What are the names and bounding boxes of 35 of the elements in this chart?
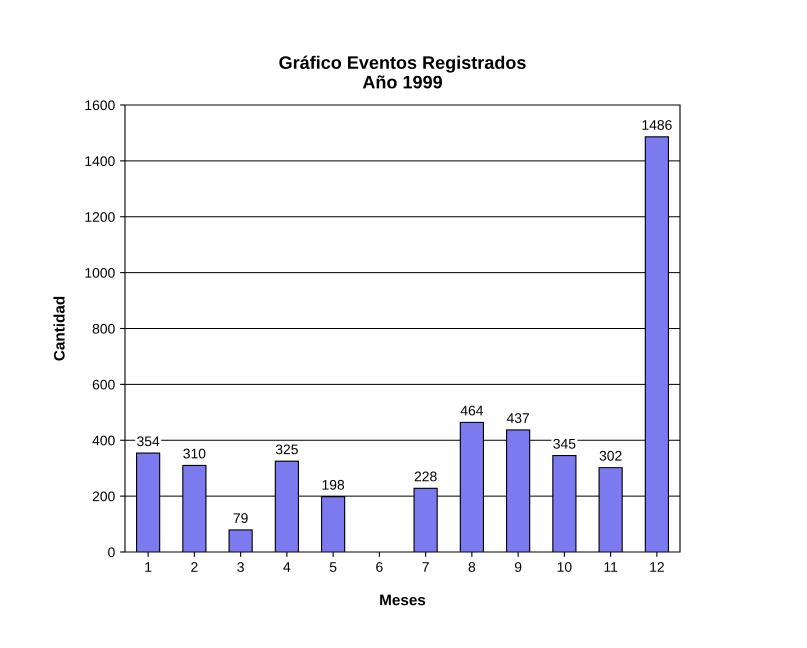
y-tick-label: 1400 <box>85 156 115 166</box>
x-tick-label: 2 <box>191 562 198 572</box>
chart-title: Gráfico Eventos Registrados Año 1999 <box>279 56 526 89</box>
y-tick-label: 400 <box>92 436 115 446</box>
x-tick-label: 12 <box>650 562 664 572</box>
data-label: 302 <box>600 450 622 461</box>
y-tick-label: 1200 <box>85 212 115 222</box>
data-label: 464 <box>460 406 484 416</box>
x-tick-label: 9 <box>514 562 522 572</box>
data-label: 1486 <box>642 120 672 130</box>
y-tick-label: 1000 <box>85 268 115 278</box>
y-tick-label: 600 <box>92 380 115 390</box>
x-tick-label: 6 <box>376 562 383 572</box>
y-tick-label: 800 <box>92 324 115 334</box>
y-tick-label: 1600 <box>85 100 115 110</box>
x-tick-label: 1 <box>145 562 152 572</box>
y-axis-title: Cantidad <box>53 296 65 361</box>
data-label: 228 <box>414 472 437 482</box>
x-axis-title: Meses <box>380 594 426 606</box>
data-label: 79 <box>234 513 248 524</box>
data-label: 345 <box>553 438 576 449</box>
data-label: 354 <box>137 436 160 446</box>
y-tick-label: 0 <box>108 547 115 558</box>
x-tick-label: 3 <box>237 562 244 572</box>
data-label: 325 <box>276 444 298 454</box>
x-tick-label: 4 <box>283 562 290 572</box>
y-tick-label: 200 <box>92 491 115 502</box>
data-label: 437 <box>506 413 530 423</box>
x-tick-label: 8 <box>468 562 476 572</box>
x-tick-label: 7 <box>422 562 429 572</box>
x-tick-label: 10 <box>558 562 572 572</box>
data-label: 310 <box>183 448 206 458</box>
x-tick-label: 5 <box>330 562 336 572</box>
data-label: 198 <box>322 480 344 490</box>
x-tick-label: 11 <box>604 562 618 572</box>
